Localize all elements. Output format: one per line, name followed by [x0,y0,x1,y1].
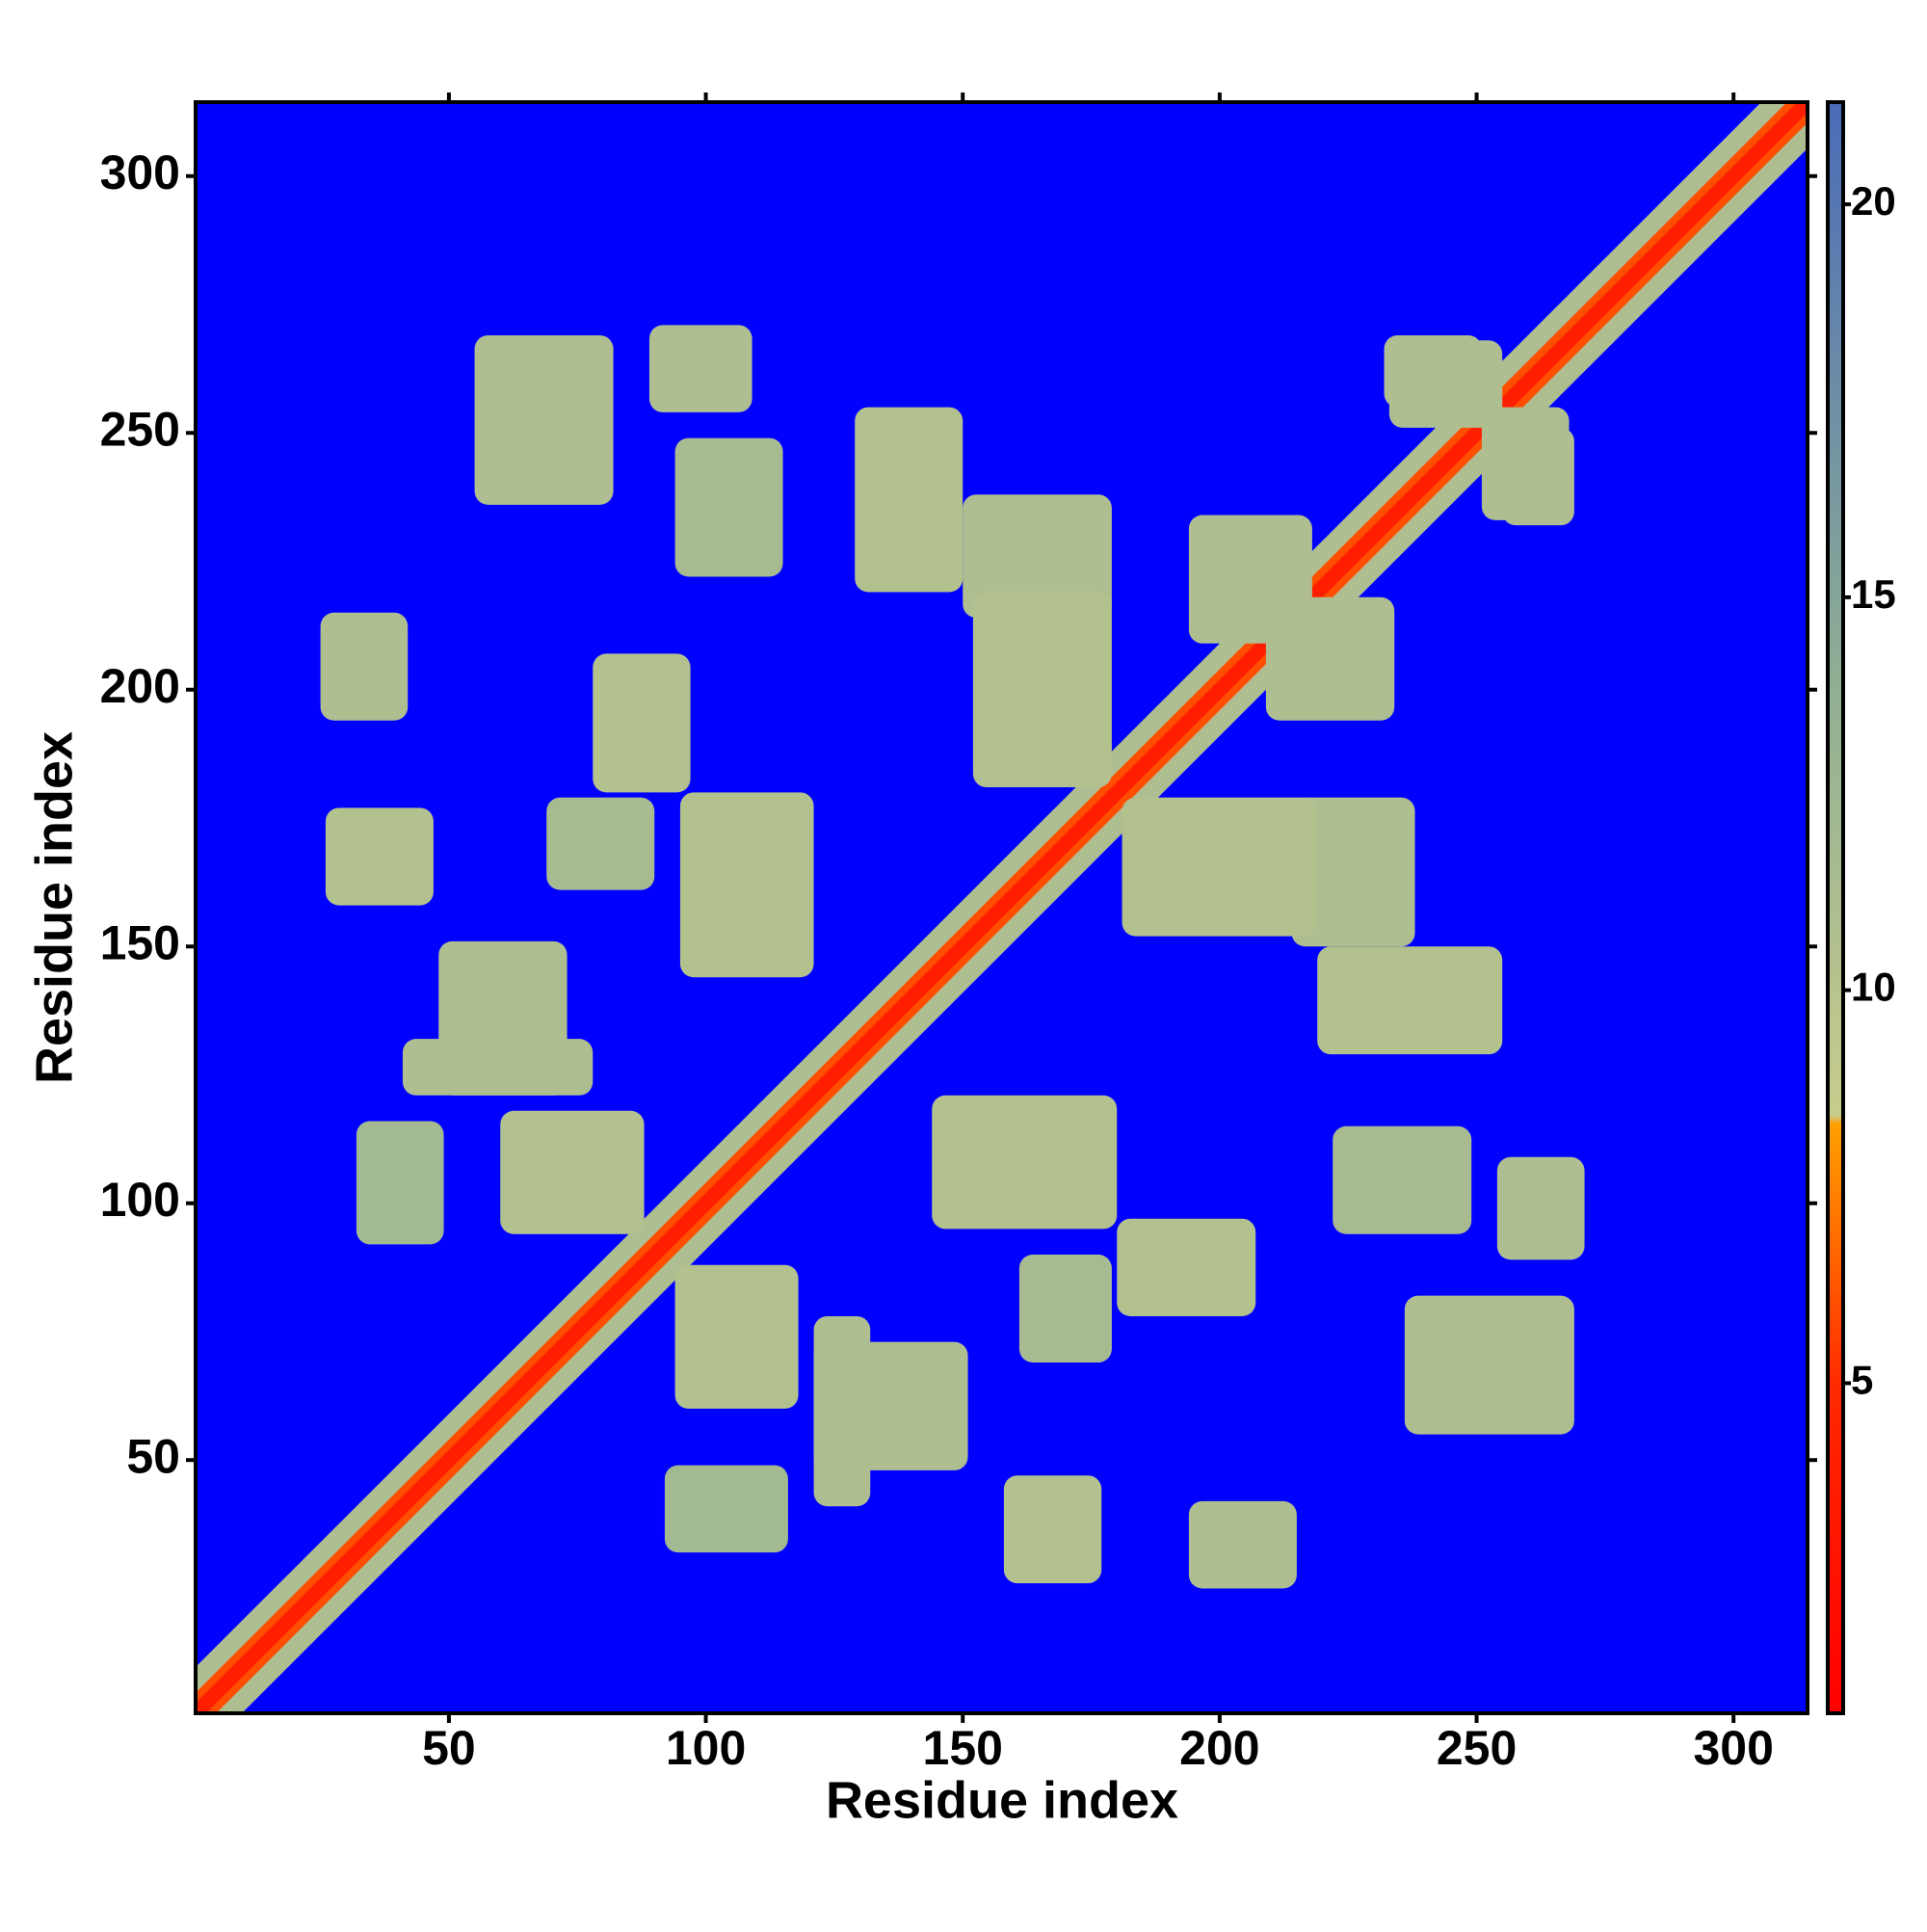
colorbar [1826,100,1845,1715]
contact-region-mirror [813,1315,871,1507]
y-tick-label: 200 [100,659,180,713]
contact-region-mirror [1388,340,1503,428]
x-tick-label: 150 [923,1721,1003,1775]
contact-region [474,334,614,505]
contact-region [500,1110,645,1234]
contact-region-mirror [1333,1125,1472,1234]
contact-region [356,1121,444,1245]
contact-region-mirror [1117,1218,1256,1316]
colorbar-tick-label: 20 [1851,178,1896,224]
plot-area [196,102,1808,1713]
contact-region [593,653,691,793]
contact-region [674,437,783,577]
contact-region-mirror [1003,1475,1102,1584]
contact-region [648,325,752,412]
contact-region [320,612,409,721]
contact-region-mirror [1018,1255,1112,1363]
plot-frame [194,100,1809,1715]
contact-region-mirror [932,1095,1118,1230]
x-tick-label: 200 [1179,1721,1259,1775]
contact-region-mirror [1291,797,1415,947]
contact-region-mirror [1188,1500,1297,1589]
contact-region-mirror [1122,797,1318,937]
contact-region [402,1039,594,1096]
colorbar-tick-label: 10 [1851,965,1896,1010]
colorbar-tick-label: 15 [1851,571,1896,617]
contact-region [1481,407,1570,520]
contact-region-mirror [674,1264,799,1409]
y-tick-label: 300 [100,146,180,199]
y-tick-label: 150 [100,915,180,969]
diagonal-band [196,102,1808,1713]
contact-region-mirror [1265,596,1395,721]
contact-region-mirror [1317,946,1503,1055]
contact-region [972,592,1112,788]
contact-region [679,792,814,978]
x-tick-label: 50 [422,1721,476,1775]
x-tick-label: 250 [1437,1721,1517,1775]
contact-region [963,494,1112,619]
contact-region [325,807,434,906]
contact-region [855,407,964,593]
colorbar-tick-label: 5 [1851,1358,1873,1403]
y-tick-label: 250 [100,402,180,456]
y-tick-label: 50 [126,1429,180,1483]
contact-region-mirror [1496,1156,1585,1260]
y-tick-label: 100 [100,1173,180,1227]
x-axis-title: Residue index [826,1771,1178,1829]
y-axis-title: Residue index [25,731,83,1084]
x-tick-label: 100 [666,1721,746,1775]
x-tick-label: 300 [1693,1721,1773,1775]
contact-region-mirror [664,1465,788,1553]
contact-region-mirror [1404,1295,1574,1435]
contact-region [546,797,655,890]
